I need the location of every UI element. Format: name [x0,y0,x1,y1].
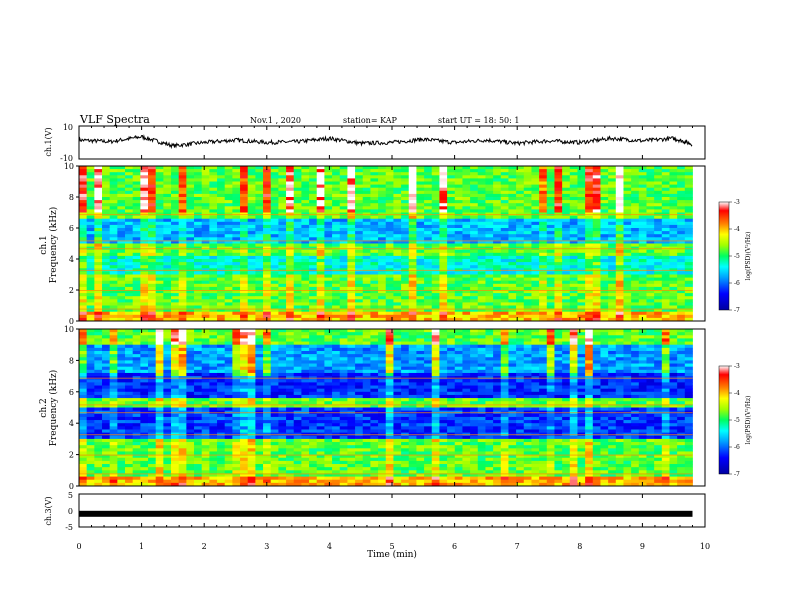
x-tick-label: 9 [640,542,645,551]
ch2-colorbar-tick-label: -4 [734,390,740,397]
date-label: Nov.1 , 2020 [250,116,301,125]
ch1-colorbar-tick-label: -6 [734,280,740,287]
ch2-colorbar [718,365,730,475]
ch1-spec-ytick-label: 0 [69,317,74,326]
ch2-spec-ylabel: ch.2 [39,398,49,417]
ch2-spec-ytick-label: 2 [69,451,74,460]
panel-ch3: 5 0 -5 ch.3(V) 0 1 2 3 4 5 6 7 8 9 10 Time (min) [44,126,710,560]
ch1-colorbar-tick-label: -4 [734,226,740,233]
x-tick-label: 8 [577,542,582,551]
ch1-spec-ylabel: ch.1 [39,235,49,254]
ch1-colorbar-tick-label: -7 [734,307,740,314]
ch2-colorbar-tick-label: -7 [734,471,740,478]
ch2-colorbar-label: log(PSD)(V²/Hz) [745,396,752,445]
figure-title: VLF Spectra [79,113,150,126]
ch1-colorbar [718,201,730,311]
ch1-ytick-bottom: -10 [60,154,73,163]
x-tick-label: 2 [202,542,207,551]
ch2-spec-ytick-label: 4 [69,419,74,428]
ch1-waveform-line [78,134,693,150]
ch2-spec-ytick-label: 8 [69,356,74,365]
ch1-spec-ytick-label: 4 [69,255,74,264]
ch1-spec-ylabel-freq: Frequency (kHz) [48,207,59,284]
station-label: station= KAP [343,116,398,125]
ch2-spec-ytick-label: 10 [64,325,74,334]
ch1-colorbar-tick-label: -3 [734,199,740,206]
ch1-spectrogram-image [79,166,693,322]
ch2-spectrogram-image [79,329,693,487]
ch1-spec-ytick-label: 8 [69,193,74,202]
ch3-ylabel: ch.3(V) [44,496,53,525]
ch2-spec-ytick-label: 6 [69,388,74,397]
ch2-colorbar-tick-label: -6 [734,444,740,451]
ch2-spec-ylabel-freq: Frequency (kHz) [48,370,59,447]
ch1-colorbar-tick-label: -5 [734,253,740,260]
ch2-colorbar-tick-label: -3 [734,363,740,370]
ch3-ytick-top: 5 [68,491,73,500]
ch3-ytick-mid: 0 [68,507,73,516]
x-tick-label: 0 [76,542,81,551]
ch3-ytick-bottom: -5 [65,523,73,532]
x-axis-label: Time (min) [367,549,417,560]
ch1-ytick-top: 10 [63,123,73,132]
x-tick-label: 5 [389,542,394,551]
ch1-spec-ytick-label: 10 [64,162,74,171]
ch1-ylabel: ch.1(V) [44,127,53,156]
x-tick-label: 4 [327,542,332,551]
start-time-label: start UT = 18: 50: 1 [438,116,519,125]
ch1-spec-ytick-label: 6 [69,224,74,233]
x-tick-label: 7 [515,542,520,551]
panel-ch1-waveform: 10 -10 ch.1(V) [44,123,706,163]
x-tick-label: 3 [264,542,269,551]
ch2-colorbar-tick-label: -5 [734,417,740,424]
ch3-level-bar [79,510,693,517]
ch1-spec-ytick-label: 2 [69,286,74,295]
x-tick-label: 10 [700,542,710,551]
ch1-colorbar-label: log(PSD)(V²/Hz) [745,232,752,281]
x-tick-label: 1 [139,542,144,551]
x-tick-label: 6 [452,542,457,551]
ch2-spec-ytick-label: 0 [69,482,74,491]
